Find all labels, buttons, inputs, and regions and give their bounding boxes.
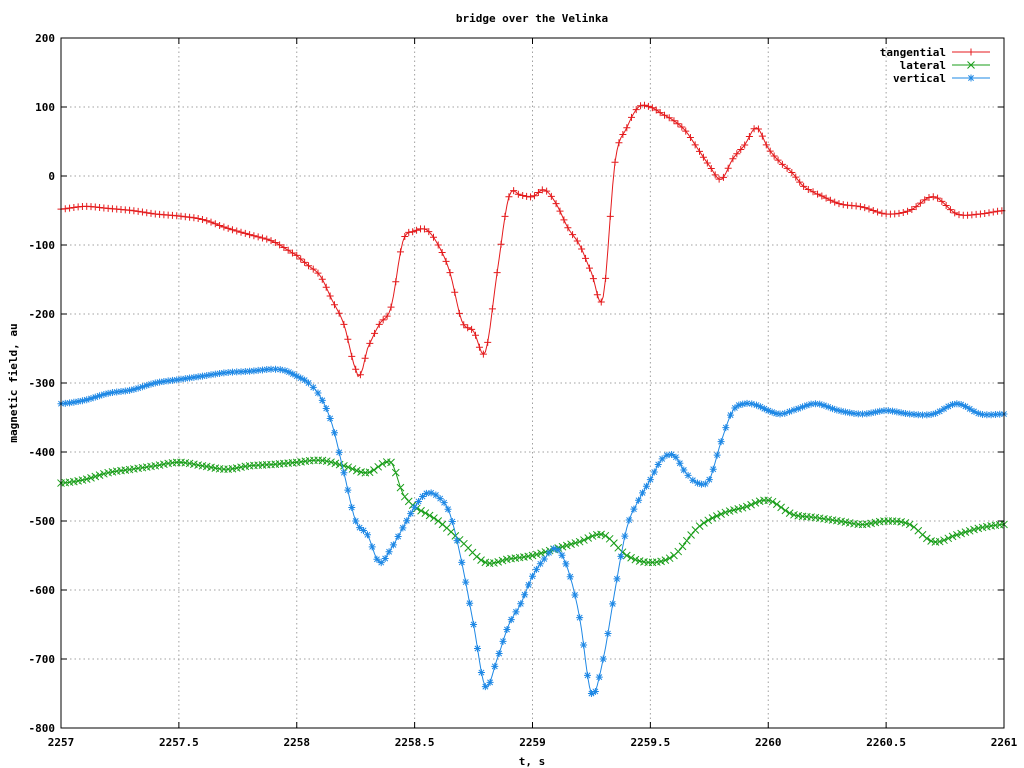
y-tick-label: -300 bbox=[29, 377, 56, 390]
y-tick-label: -400 bbox=[29, 446, 56, 459]
y-tick-label: 200 bbox=[35, 32, 55, 45]
series-lateral bbox=[57, 456, 1008, 568]
legend-entry-tangential: tangential bbox=[880, 46, 990, 59]
legend-label: tangential bbox=[880, 46, 946, 59]
legend-entry-lateral: lateral bbox=[900, 59, 990, 72]
y-tick-label: -200 bbox=[29, 308, 56, 321]
x-tick-label: 2257 bbox=[48, 736, 75, 749]
legend-marker bbox=[967, 48, 975, 56]
legend-label: lateral bbox=[900, 59, 946, 72]
legend-marker bbox=[967, 74, 975, 82]
x-tick-label: 2260.5 bbox=[866, 736, 906, 749]
x-tick-label: 2257.5 bbox=[159, 736, 199, 749]
y-axis-label: magnetic field, au bbox=[7, 323, 20, 442]
x-tick-label: 2258 bbox=[284, 736, 311, 749]
y-tick-label: -600 bbox=[29, 584, 56, 597]
legend-entry-vertical: vertical bbox=[893, 72, 990, 85]
x-tick-label: 2259 bbox=[519, 736, 546, 749]
x-tick-label: 2258.5 bbox=[395, 736, 435, 749]
y-tick-label: -800 bbox=[29, 722, 56, 735]
x-tick-label: 2259.5 bbox=[631, 736, 671, 749]
x-tick-label: 2260 bbox=[755, 736, 782, 749]
y-tick-label: -500 bbox=[29, 515, 56, 528]
y-tick-label: 100 bbox=[35, 101, 55, 114]
ticks: 2257 2257.5 2258 2258.5 2259 2259.5 2260 2260.5… bbox=[29, 32, 1018, 749]
x-axis-label: t, s bbox=[519, 755, 546, 768]
y-tick-label: 0 bbox=[48, 170, 55, 183]
chart-title: bridge over the Velinka bbox=[456, 12, 608, 25]
series-layer bbox=[57, 101, 1008, 697]
y-tick-label: -700 bbox=[29, 653, 56, 666]
legend-marker bbox=[967, 61, 975, 69]
y-tick-label: -100 bbox=[29, 239, 56, 252]
x-tick-label: 2261 bbox=[991, 736, 1018, 749]
legend-label: vertical bbox=[893, 72, 946, 85]
series-vertical bbox=[57, 365, 1008, 697]
